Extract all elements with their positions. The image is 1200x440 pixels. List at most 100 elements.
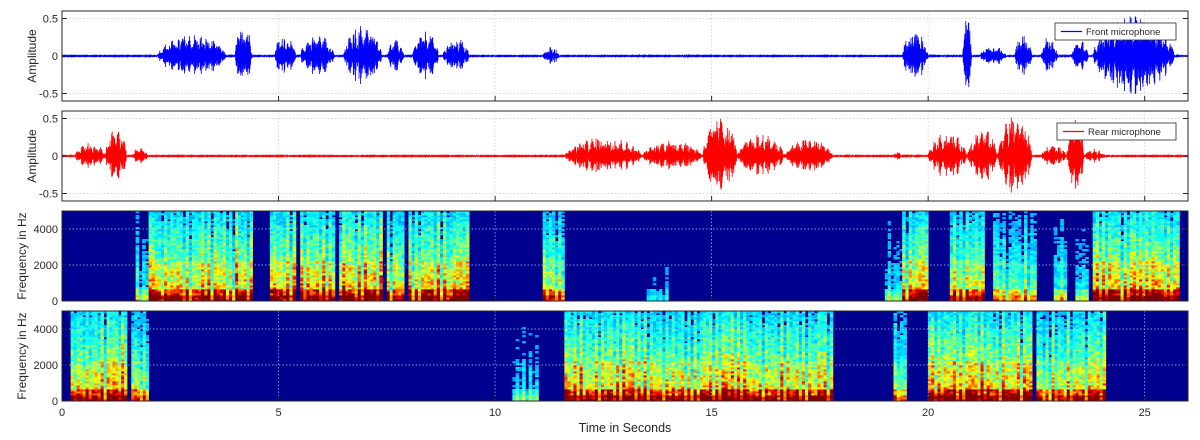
spectrogram-cell: [433, 221, 438, 224]
spectrogram-cell: [443, 277, 447, 280]
spectrogram-cell: [363, 275, 368, 278]
spectrogram-cell: [433, 227, 438, 230]
spectrogram-cell: [201, 227, 205, 230]
spectrogram-cell: [367, 251, 371, 254]
spectrogram-cell: [312, 211, 317, 214]
spectrogram-cell: [188, 253, 193, 256]
spectrogram-cell: [665, 269, 669, 272]
spectrogram-cell: [145, 289, 150, 292]
spectrogram-cell: [652, 277, 657, 280]
spectrogram-cell: [408, 231, 413, 234]
spectrogram-cell: [345, 261, 349, 264]
spectrogram-cell: [905, 259, 910, 262]
spectrogram-cell: [229, 215, 233, 218]
spectrogram-cell: [896, 257, 900, 260]
spectrogram-cell: [328, 263, 333, 266]
spectrogram-cell: [315, 233, 320, 236]
spectrogram-cell: [373, 259, 377, 262]
spectrogram-cell: [348, 277, 352, 280]
spectrogram-cell: [893, 247, 897, 250]
spectrogram-cell: [911, 257, 916, 260]
spectrogram-cell: [915, 271, 919, 274]
spectrogram-cell: [417, 281, 422, 284]
spectrogram-cell: [210, 229, 214, 232]
spectrogram-cell: [331, 243, 336, 246]
spectrogram-cell: [887, 263, 892, 266]
spectrogram-cell: [459, 221, 463, 224]
spectrogram-cell: [339, 237, 343, 240]
spectrogram-cell: [243, 249, 248, 252]
spectrogram-cell: [286, 255, 290, 258]
spectrogram-cell: [354, 267, 359, 270]
spectrogram-cell: [249, 225, 253, 228]
spectrogram-cell: [443, 235, 447, 238]
spectrogram-cell: [269, 245, 274, 248]
spectrogram-cell: [151, 233, 156, 236]
spectrogram-cell: [921, 239, 926, 242]
spectrogram-cell: [433, 267, 438, 270]
spectrogram-cell: [887, 291, 892, 294]
spectrogram-cell: [389, 221, 393, 224]
spectrogram-cell: [328, 271, 333, 274]
spectrogram-cell: [185, 215, 190, 218]
spectrogram-cell: [213, 261, 218, 264]
spectrogram-cell: [198, 291, 202, 294]
spectrogram-cell: [325, 237, 329, 240]
spectrogram-cell: [216, 227, 221, 230]
spectrogram-cell: [465, 291, 470, 294]
spectrogram-cell: [198, 263, 202, 266]
spectrogram-cell: [436, 261, 441, 264]
spectrogram-cell: [312, 243, 317, 246]
spectrogram-cell: [545, 289, 550, 292]
spectrogram-cell: [201, 299, 205, 301]
spectrogram-cell: [386, 293, 391, 296]
spectrogram-cell: [328, 247, 333, 250]
spectrogram-cell: [386, 221, 391, 224]
spectrogram-cell: [279, 213, 284, 216]
spectrogram-cell: [911, 279, 916, 282]
spectrogram-cell: [421, 231, 425, 234]
spectrogram-cell: [921, 273, 926, 276]
spectrogram-cell: [170, 283, 174, 286]
spectrogram-cell: [414, 277, 419, 280]
spectrogram-cell: [373, 221, 377, 224]
spectrogram-cell: [436, 229, 441, 232]
spectrogram-cell: [665, 295, 669, 298]
spectrogram-cell: [348, 233, 352, 236]
spectrogram-cell: [225, 275, 230, 278]
spectrogram-cell: [219, 283, 224, 286]
spectrogram-cell: [439, 297, 444, 300]
spectrogram-cell: [282, 295, 287, 298]
spectrogram-cell: [303, 239, 307, 242]
spectrogram-cell: [351, 237, 356, 240]
spectrogram-cell: [417, 287, 422, 290]
spectrogram-cell: [459, 277, 463, 280]
spectrogram-cell: [558, 281, 562, 284]
spectrogram-cell: [198, 235, 202, 238]
spectrogram-cell: [545, 245, 550, 248]
spectrogram-cell: [893, 289, 897, 292]
spectrogram-cell: [276, 243, 281, 246]
spectrogram-cell: [351, 249, 356, 252]
spectrogram-cell: [376, 221, 380, 224]
spectrogram-cell: [210, 245, 214, 248]
spectrogram-cell: [465, 297, 470, 300]
spectrogram-cell: [411, 275, 416, 278]
spectrogram-cell: [328, 289, 333, 292]
spectrogram-cell: [154, 255, 159, 258]
spectrogram-cell: [376, 243, 380, 246]
spectrogram-cell: [370, 245, 374, 248]
spectrogram-cell: [342, 251, 346, 254]
spectrogram-cell: [312, 271, 317, 274]
spectrogram-cell: [167, 277, 171, 280]
spectrogram-cell: [201, 247, 205, 250]
spectrogram-cell: [443, 285, 447, 288]
spectrogram-cell: [655, 293, 660, 296]
spectrogram-cell: [238, 283, 242, 286]
spectrogram-cell: [893, 269, 897, 272]
spectrogram-cell: [167, 295, 171, 298]
spectrogram-cell: [269, 267, 274, 270]
spectrogram-cell: [902, 231, 906, 234]
spectrogram-cell: [446, 239, 451, 242]
spectrogram-cell: [167, 257, 171, 260]
